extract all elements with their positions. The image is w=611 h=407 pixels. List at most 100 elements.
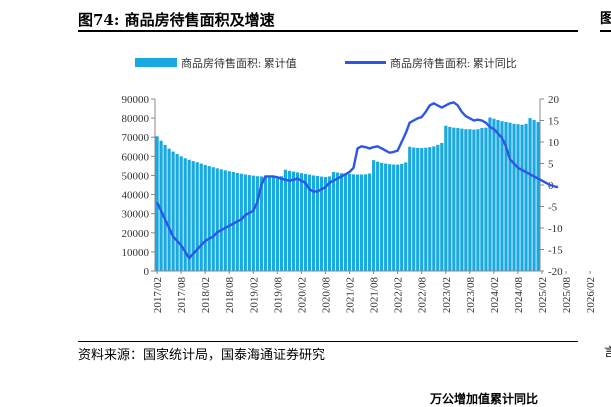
legend-label-bar: 商品房待售面积: 累计值: [181, 56, 297, 70]
source-rule: [78, 341, 578, 342]
bar: [343, 173, 348, 271]
x-tick-label: 2019/08: [272, 277, 284, 314]
bar: [408, 146, 412, 271]
bar: [239, 173, 243, 271]
figure-title-bar: 图74: 商品房待售面积及增速: [78, 6, 578, 32]
y-right-tick-label: -20: [548, 266, 563, 278]
y-left-tick-label: 30000: [122, 209, 150, 221]
bar: [372, 160, 376, 271]
bar: [464, 129, 468, 271]
bar: [460, 128, 464, 271]
x-tick-label: 2017/08: [176, 277, 188, 314]
bar: [163, 144, 167, 271]
x-tick-label: 2023/02: [441, 277, 453, 313]
bar: [287, 170, 292, 271]
bar: [335, 172, 340, 271]
y-left-tick-label: 60000: [122, 151, 150, 163]
bar: [412, 147, 416, 271]
bar: [183, 158, 187, 271]
bar: [303, 173, 308, 271]
bar: [195, 162, 199, 271]
bar: [219, 169, 223, 271]
bar: [199, 163, 203, 271]
x-tick-label: 2020/08: [320, 277, 332, 314]
bar: [456, 128, 460, 271]
bar: [516, 124, 520, 271]
bar: [424, 147, 428, 271]
y-right-tick-label: 15: [548, 116, 560, 128]
bar: [420, 148, 424, 271]
bar: [215, 168, 219, 271]
bar: [512, 123, 516, 271]
x-tick-label: 2019/02: [248, 277, 260, 313]
x-tick-label: 2024/08: [513, 277, 525, 314]
bar: [436, 144, 440, 271]
bar: [159, 140, 163, 271]
bar: [171, 151, 175, 271]
bar: [267, 176, 271, 271]
bar: [368, 173, 372, 271]
bar: [175, 154, 179, 271]
x-tick-label: 2022/08: [417, 277, 429, 314]
bar: [279, 176, 284, 271]
bar: [492, 118, 496, 272]
bar: [315, 176, 320, 271]
x-tick-label: 2026/02: [585, 277, 597, 313]
bar: [251, 175, 255, 271]
bar: [468, 129, 472, 271]
x-tick-label: 2021/08: [369, 277, 381, 314]
line-series: [155, 101, 559, 260]
bar: [520, 124, 524, 271]
bar: [400, 163, 404, 271]
bar: [428, 147, 432, 271]
y-right-tick-label: 20: [548, 94, 560, 106]
bar: [452, 127, 456, 271]
bar: [508, 122, 512, 271]
y-right-tick-label: 10: [548, 137, 560, 149]
bar: [496, 120, 500, 272]
bar: [351, 174, 356, 271]
y-right-tick-label: -5: [548, 202, 558, 214]
y-left-tick-label: 50000: [122, 170, 150, 182]
bar-series: [155, 117, 540, 272]
bar: [255, 176, 259, 271]
figure-title: 图74: 商品房待售面积及增速: [78, 11, 275, 29]
bar: [271, 176, 275, 271]
x-tick-label: 2025/08: [561, 277, 573, 314]
y-left-tick-label: 80000: [122, 113, 150, 125]
bar: [275, 176, 279, 271]
y-left-tick-label: 40000: [122, 190, 150, 202]
bar: [360, 174, 364, 271]
adjacent-column-fragment: 言: [604, 345, 611, 359]
bar: [440, 142, 444, 271]
bar: [179, 156, 183, 271]
bar: [339, 173, 344, 271]
legend-swatch-bar: [135, 58, 177, 67]
bar: [484, 127, 488, 271]
x-tick-label: 2024/02: [489, 277, 501, 313]
legend-label-line: 商品房待售面积: 累计同比: [390, 56, 517, 70]
bar: [404, 162, 408, 271]
bar: [472, 129, 476, 271]
chart-legend: 商品房待售面积: 累计值 商品房待售面积: 累计同比: [135, 56, 517, 70]
x-tick-label: 2023/08: [465, 277, 477, 314]
bar: [295, 172, 300, 271]
bar: [528, 118, 532, 271]
x-tick-label: 2018/08: [224, 277, 236, 314]
bar: [187, 159, 191, 271]
x-tick-label: 2018/02: [200, 277, 212, 313]
bar: [291, 171, 296, 271]
bar: [488, 117, 492, 271]
bar: [500, 121, 504, 271]
bar: [259, 176, 263, 271]
bar: [207, 166, 211, 271]
y-right-tick-label: -10: [548, 223, 563, 235]
bar: [331, 172, 336, 271]
bar: [283, 169, 288, 271]
bar: [307, 174, 312, 271]
bar: [247, 175, 251, 271]
y-right-tick-label: -15: [548, 245, 563, 257]
x-tick-label: 2017/02: [152, 277, 164, 313]
bar: [384, 163, 388, 271]
bar: [532, 120, 536, 272]
